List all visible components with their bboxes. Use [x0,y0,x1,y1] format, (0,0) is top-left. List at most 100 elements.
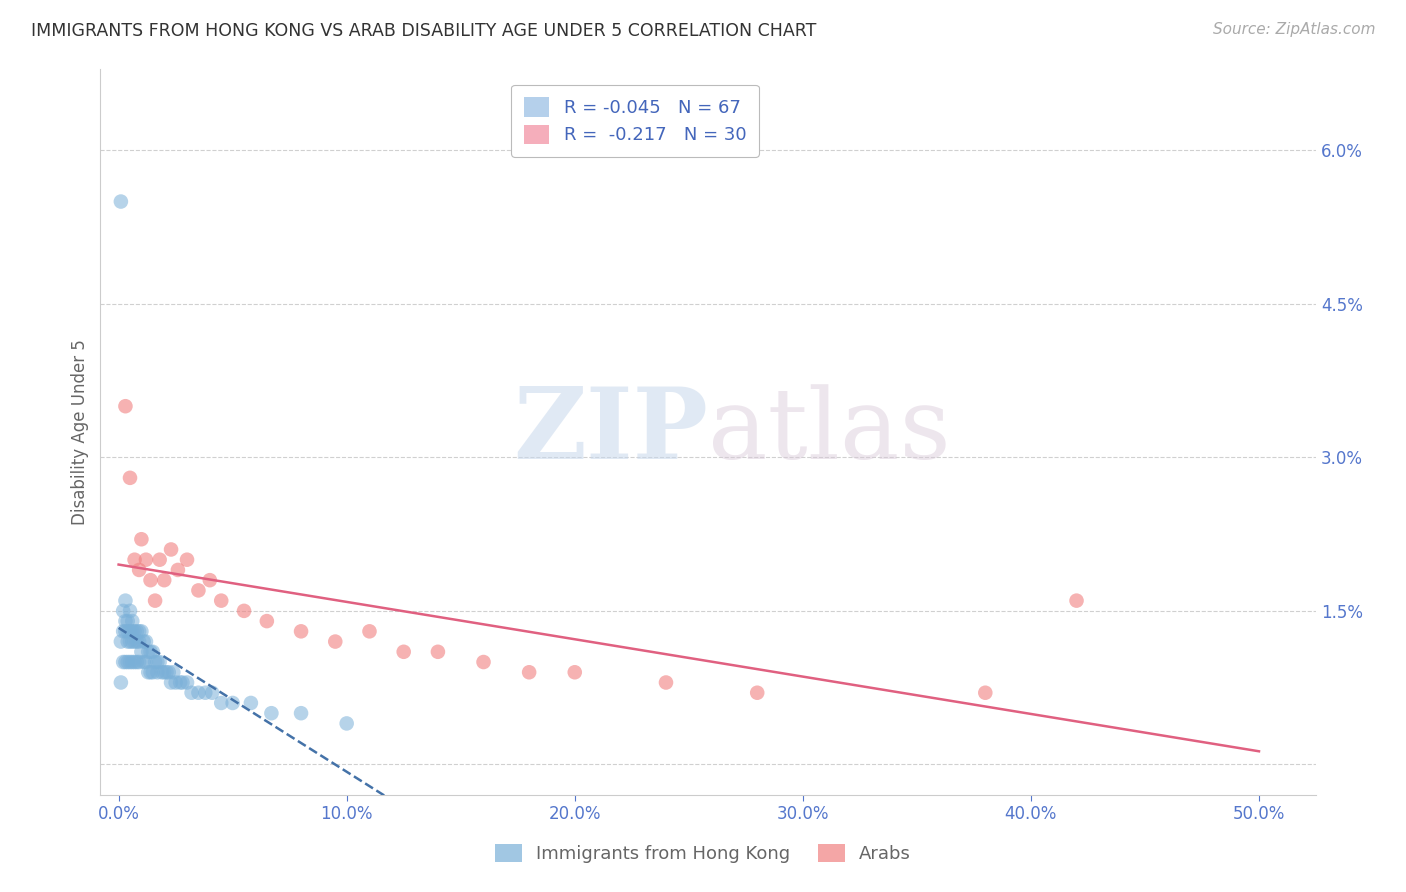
Point [114,399,136,413]
Point [112,604,135,618]
Text: IMMIGRANTS FROM HONG KONG VS ARAB DISABILITY AGE UNDER 5 CORRELATION CHART: IMMIGRANTS FROM HONG KONG VS ARAB DISABI… [31,22,817,40]
Point [239,696,262,710]
Point [160,542,183,557]
Point [153,573,176,587]
Point [176,552,198,566]
Point [139,665,162,680]
Point [110,634,132,648]
Point [142,665,165,680]
Point [121,655,143,669]
Point [117,624,139,639]
Point [162,665,184,680]
Point [118,655,141,669]
Point [176,675,198,690]
Point [209,593,232,607]
Point [160,675,183,690]
Point [153,665,176,680]
Point [136,645,159,659]
Point [128,655,150,669]
Point [290,624,312,639]
Point [201,686,224,700]
Point [290,706,312,721]
Point [187,583,209,598]
Point [110,194,132,209]
Point [114,624,136,639]
Point [131,533,153,547]
Point [124,552,146,566]
Point [132,634,155,648]
Legend: Immigrants from Hong Kong, Arabs: Immigrants from Hong Kong, Arabs [484,833,922,874]
Text: atlas: atlas [709,384,950,480]
Point [118,604,141,618]
Point [142,645,165,659]
Point [655,675,678,690]
Point [172,675,194,690]
Point [165,675,187,690]
Point [146,665,169,680]
Point [155,665,177,680]
Point [1066,593,1088,607]
Text: ZIP: ZIP [513,384,709,480]
Point [256,614,278,628]
Point [125,624,148,639]
Point [114,614,136,628]
Text: Source: ZipAtlas.com: Source: ZipAtlas.com [1212,22,1375,37]
Point [392,645,415,659]
Point [260,706,283,721]
Point [150,665,173,680]
Point [359,624,381,639]
Point [233,604,256,618]
Point [209,696,232,710]
Point [132,655,155,669]
Point [135,552,157,566]
Point [426,645,449,659]
Point [110,675,132,690]
Point [118,471,141,485]
Point [112,655,135,669]
Point [149,552,172,566]
Point [117,655,139,669]
Point [194,686,217,700]
Point [128,563,150,577]
Point [139,645,162,659]
Point [131,624,153,639]
Point [143,593,166,607]
Point [157,665,180,680]
Point [187,686,209,700]
Point [117,634,139,648]
Point [136,665,159,680]
Point [128,624,150,639]
Point [125,655,148,669]
Point [121,634,143,648]
Point [149,655,172,669]
Point [118,624,141,639]
Legend: R = -0.045   N = 67, R =  -0.217   N = 30: R = -0.045 N = 67, R = -0.217 N = 30 [512,85,759,157]
Point [169,675,191,690]
Point [135,655,157,669]
Point [124,624,146,639]
Point [143,655,166,669]
Point [112,624,135,639]
Point [125,634,148,648]
Point [118,634,141,648]
Point [747,686,769,700]
Point [198,573,221,587]
Point [974,686,997,700]
Point [323,634,346,648]
Point [180,686,202,700]
Point [472,655,495,669]
Point [124,655,146,669]
Point [114,593,136,607]
Point [121,614,143,628]
Point [128,634,150,648]
Point [124,634,146,648]
Point [336,716,359,731]
Point [121,624,143,639]
Point [146,655,169,669]
Point [117,614,139,628]
Y-axis label: Disability Age Under 5: Disability Age Under 5 [72,339,89,524]
Point [564,665,586,680]
Point [167,563,190,577]
Point [517,665,540,680]
Point [135,634,157,648]
